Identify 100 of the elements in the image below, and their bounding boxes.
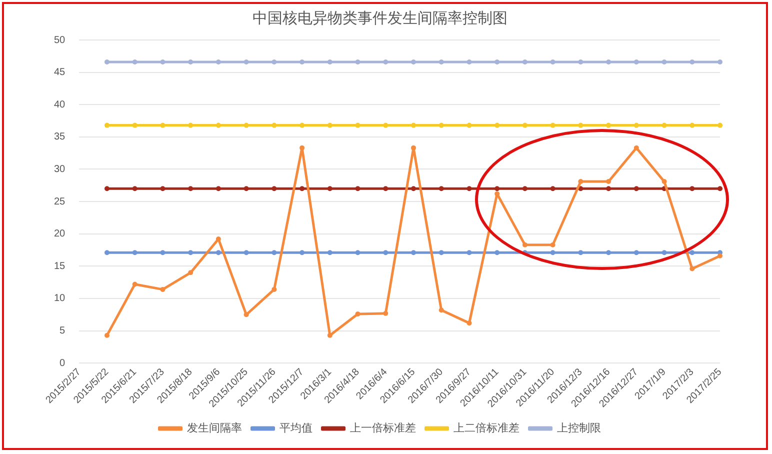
- point: [104, 59, 110, 64]
- point: [634, 59, 639, 64]
- legend-label: 上控制限: [556, 422, 601, 435]
- point: [466, 59, 472, 64]
- point: [606, 250, 612, 256]
- point: [718, 122, 722, 128]
- legend-label: 发生间隔率: [186, 422, 242, 435]
- point: [438, 122, 444, 128]
- point: [300, 250, 305, 256]
- point: [132, 59, 138, 64]
- point: [494, 122, 500, 128]
- point: [438, 250, 444, 256]
- point: [355, 186, 360, 192]
- point: [104, 186, 110, 192]
- point: [634, 250, 639, 256]
- y-tick-label: 30: [54, 164, 66, 175]
- point: [662, 122, 667, 128]
- point: [410, 122, 416, 128]
- point: [438, 308, 444, 313]
- point: [606, 59, 612, 64]
- legend-label: 上二倍标准差: [453, 422, 520, 435]
- legend-label: 平均值: [279, 422, 312, 435]
- point: [132, 282, 138, 287]
- y-tick-label: 20: [54, 228, 66, 240]
- point: [550, 242, 556, 248]
- point: [244, 59, 249, 64]
- point: [606, 122, 612, 128]
- point: [466, 122, 472, 128]
- point: [300, 145, 305, 150]
- point: [132, 186, 138, 192]
- point: [578, 179, 584, 184]
- point: [355, 250, 360, 256]
- point: [606, 186, 612, 192]
- point: [160, 122, 166, 128]
- point: [466, 250, 472, 256]
- point: [662, 179, 667, 184]
- y-tick-label: 10: [54, 293, 66, 304]
- point: [634, 145, 639, 150]
- point: [410, 145, 416, 150]
- point: [494, 59, 500, 64]
- point: [216, 59, 221, 64]
- point: [522, 122, 528, 128]
- point: [662, 250, 667, 256]
- point: [690, 266, 695, 272]
- point: [327, 186, 332, 192]
- point: [327, 59, 332, 64]
- point: [327, 332, 332, 338]
- point: [244, 312, 249, 318]
- point: [216, 122, 221, 128]
- point: [188, 122, 194, 128]
- point: [383, 186, 388, 192]
- point: [132, 122, 138, 128]
- point: [718, 186, 722, 192]
- point: [550, 122, 556, 128]
- point: [355, 122, 360, 128]
- point: [132, 250, 138, 256]
- point: [244, 122, 249, 128]
- point: [216, 250, 221, 256]
- point: [188, 270, 194, 276]
- point: [188, 250, 194, 256]
- point: [160, 250, 166, 256]
- point: [383, 122, 388, 128]
- point: [550, 59, 556, 64]
- y-tick-label: 45: [54, 67, 66, 78]
- point: [327, 122, 332, 128]
- point: [383, 310, 388, 316]
- point: [327, 250, 332, 256]
- y-tick-label: 40: [54, 99, 66, 110]
- point: [634, 186, 639, 192]
- point: [718, 253, 722, 258]
- point: [494, 250, 500, 256]
- y-tick-label: 50: [54, 34, 66, 46]
- point: [383, 250, 388, 256]
- point: [690, 250, 695, 256]
- point: [104, 332, 110, 338]
- point: [466, 320, 472, 326]
- point: [244, 186, 249, 192]
- point: [494, 191, 500, 196]
- point: [188, 186, 194, 192]
- point: [466, 186, 472, 192]
- point: [494, 186, 500, 192]
- point: [522, 186, 528, 192]
- point: [383, 59, 388, 64]
- point: [634, 122, 639, 128]
- point: [160, 186, 166, 192]
- point: [690, 122, 695, 128]
- point: [690, 186, 695, 192]
- point: [188, 59, 194, 64]
- point: [272, 186, 277, 192]
- point: [522, 59, 528, 64]
- point: [160, 286, 166, 292]
- point: [272, 250, 277, 256]
- point: [216, 186, 221, 192]
- point: [300, 122, 305, 128]
- point: [104, 250, 110, 256]
- point: [410, 250, 416, 256]
- point: [438, 186, 444, 192]
- point: [662, 59, 667, 64]
- legend-label: 上一倍标准差: [350, 422, 416, 435]
- point: [244, 250, 249, 256]
